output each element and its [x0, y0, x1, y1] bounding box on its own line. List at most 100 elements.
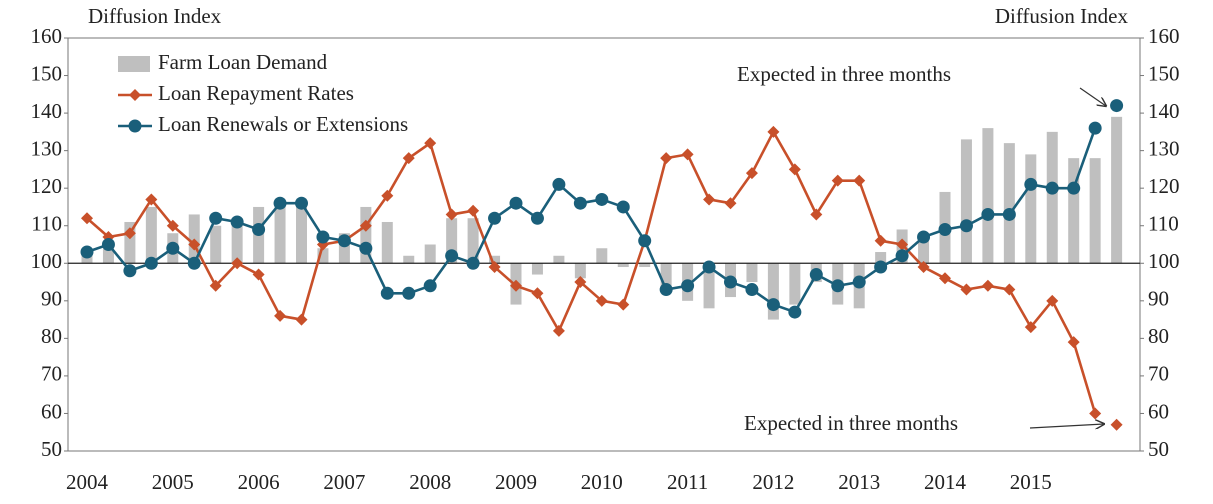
bar	[81, 255, 93, 264]
marker	[466, 256, 480, 270]
marker	[917, 261, 930, 274]
marker	[530, 211, 544, 225]
x-tick-label: 2011	[667, 470, 708, 494]
marker	[595, 192, 609, 206]
bar	[1003, 143, 1015, 264]
bar	[360, 206, 372, 264]
legend-swatch	[129, 89, 141, 101]
bar	[1089, 158, 1101, 264]
marker	[1110, 418, 1123, 431]
marker	[660, 152, 673, 165]
marker	[745, 167, 758, 180]
marker	[595, 294, 608, 307]
marker	[788, 163, 801, 176]
marker	[488, 211, 502, 225]
bar	[918, 236, 930, 264]
annotation: Expected in three months	[737, 62, 951, 86]
marker	[488, 261, 501, 274]
bar	[596, 248, 608, 264]
marker	[230, 215, 244, 229]
marker	[144, 256, 158, 270]
y2-tick-label: 50	[1148, 437, 1169, 461]
y2-tick-label: 80	[1148, 324, 1169, 348]
marker	[1067, 336, 1080, 349]
marker	[252, 268, 265, 281]
marker	[1067, 181, 1081, 195]
marker	[509, 196, 523, 210]
y-tick-label: 110	[31, 212, 62, 236]
marker	[1024, 177, 1038, 191]
marker	[1002, 207, 1016, 221]
marker	[1110, 99, 1124, 113]
x-tick-label: 2004	[66, 470, 109, 494]
plot-frame	[67, 37, 1141, 452]
marker	[295, 313, 308, 326]
marker	[359, 219, 372, 232]
marker	[809, 268, 823, 282]
bar	[639, 263, 651, 268]
marker	[101, 238, 115, 251]
marker	[874, 234, 887, 247]
annotation-arrow	[1079, 87, 1106, 106]
bar	[960, 139, 972, 264]
y2-tick-label: 110	[1148, 212, 1179, 236]
marker	[188, 238, 201, 251]
y2-tick-label: 60	[1148, 399, 1169, 423]
marker	[510, 279, 522, 292]
bar	[467, 218, 479, 264]
bar	[274, 199, 286, 264]
legend-label: Loan Repayment Rates	[158, 81, 354, 105]
bar	[489, 255, 501, 264]
bar	[660, 263, 672, 294]
y-tick-label: 130	[31, 136, 63, 160]
marker	[209, 279, 222, 292]
y2-tick-label: 140	[1148, 99, 1180, 123]
marker	[573, 196, 587, 210]
marker	[766, 298, 780, 312]
bar	[317, 248, 329, 264]
y-tick-label: 90	[41, 287, 62, 311]
y-tick-label: 100	[31, 249, 63, 273]
marker	[445, 208, 458, 221]
y-tick-label: 120	[31, 174, 63, 198]
y2-tick-label: 130	[1148, 136, 1180, 160]
bar	[231, 218, 243, 264]
legend-label: Farm Loan Demand	[158, 50, 328, 74]
bar	[338, 233, 350, 264]
marker	[531, 287, 544, 300]
bar	[1068, 158, 1080, 264]
marker	[617, 298, 630, 311]
bar	[381, 221, 393, 264]
bar	[102, 248, 114, 264]
marker	[273, 196, 287, 210]
marker	[939, 272, 951, 285]
x-tick-label: 2007	[323, 470, 365, 494]
x-tick-label: 2013	[838, 470, 880, 494]
x-tick-label: 2008	[409, 470, 451, 494]
annotation-arrow	[1029, 424, 1104, 428]
bar	[531, 263, 543, 275]
y2-tick-label: 150	[1148, 61, 1180, 85]
marker	[274, 309, 287, 322]
marker	[831, 279, 845, 293]
line	[86, 129, 1097, 414]
bar	[1046, 131, 1058, 264]
bar	[124, 221, 136, 264]
marker	[960, 283, 973, 296]
marker	[552, 177, 566, 191]
marker	[788, 305, 802, 319]
bar	[767, 263, 779, 320]
marker	[166, 219, 179, 232]
marker	[724, 275, 737, 289]
marker	[337, 234, 351, 248]
marker	[681, 279, 695, 293]
marker	[981, 207, 995, 221]
marker	[123, 227, 136, 240]
y-tick-label: 70	[41, 362, 62, 386]
bar	[1111, 116, 1123, 264]
marker	[1089, 407, 1102, 420]
marker	[724, 197, 737, 210]
y2-tick-label: 100	[1148, 249, 1180, 273]
marker	[1088, 121, 1102, 135]
bar	[703, 263, 715, 309]
